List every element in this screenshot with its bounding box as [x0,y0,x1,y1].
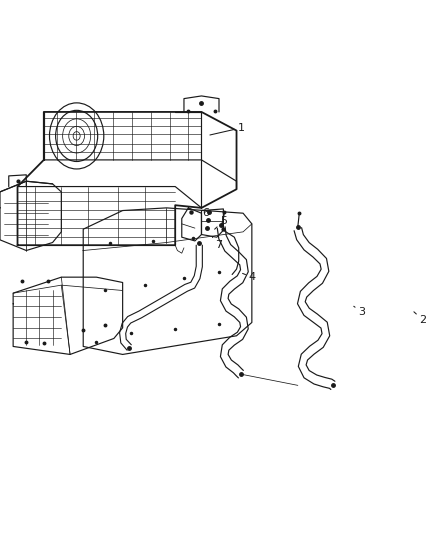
Text: 7: 7 [212,237,223,250]
Text: 5: 5 [215,216,227,229]
Text: 1: 1 [210,123,244,135]
Text: 6: 6 [201,208,209,221]
Text: 3: 3 [354,306,365,317]
Text: 4: 4 [243,272,255,282]
Text: 2: 2 [414,312,426,325]
